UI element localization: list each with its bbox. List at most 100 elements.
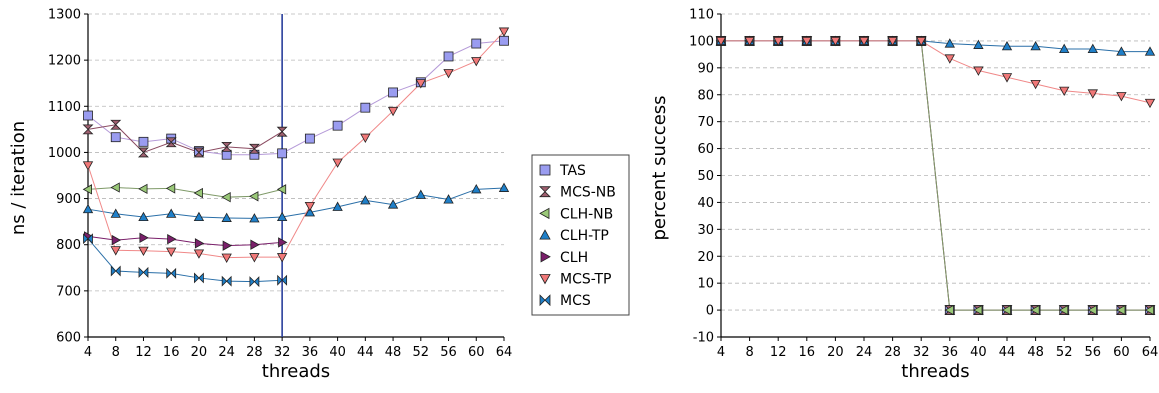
point-mcs: [167, 269, 176, 278]
legend-label-mcs-nb: MCS-NB: [560, 185, 616, 201]
point-clh-nb: [167, 184, 175, 193]
x-tick-label: 40: [329, 345, 346, 360]
y-tick-label: 1000: [48, 146, 81, 161]
point-clh-nb: [139, 184, 147, 193]
x-tick-label: 48: [1027, 345, 1044, 360]
point-tas: [278, 149, 287, 158]
x-tick-label: 36: [942, 345, 959, 360]
y-tick-label: 600: [56, 331, 81, 346]
point-clh: [251, 240, 259, 249]
point-mcs-nb: [84, 125, 93, 134]
x-tick-label: 12: [770, 345, 787, 360]
point-mcs-tp: [472, 57, 481, 65]
point-clh-nb: [222, 193, 230, 202]
legend-label-clh-nb: CLH-NB: [560, 206, 613, 222]
y-tick-label: 30: [697, 223, 714, 238]
y-tick-label: 100: [689, 34, 714, 49]
x-axis-label: threads: [262, 361, 330, 382]
point-mcs-tp: [333, 159, 342, 167]
y-tick-label: 1300: [48, 8, 81, 23]
point-tas: [333, 121, 342, 130]
point-tas: [361, 103, 370, 112]
y-tick-label: 110: [689, 8, 714, 23]
chart-success: -1001020304050607080901001104 8 12 16 20 24 28…: [649, 8, 1158, 383]
point-clh: [140, 233, 148, 242]
x-tick-label: 44: [357, 345, 374, 360]
point-mcs-tp: [945, 55, 954, 63]
point-clh-tp: [84, 205, 93, 213]
legend-marker-tas: [540, 165, 550, 175]
x-tick-label: 36: [302, 345, 319, 360]
legend-label-mcs: MCS: [560, 293, 591, 309]
y-tick-label: 900: [56, 192, 81, 207]
y-tick-label: 40: [697, 196, 714, 211]
legend: TAS MCS-NB CLH-NB CLH-TP CLH MCS-TP MCS: [532, 155, 629, 315]
point-mcs: [139, 268, 148, 277]
point-clh-tp: [167, 209, 176, 217]
point-tas: [111, 133, 120, 142]
point-tas: [500, 36, 509, 45]
y-axis-label: ns / iteration: [8, 121, 29, 235]
y-tick-label: 20: [697, 250, 714, 265]
point-tas: [305, 134, 314, 143]
series-line-clh-tp: [88, 188, 504, 218]
y-tick-label: 90: [697, 61, 714, 76]
x-tick-label: 40: [970, 345, 987, 360]
point-clh-nb: [111, 183, 119, 192]
point-mcs: [194, 273, 203, 282]
x-tick-label: 24: [856, 345, 873, 360]
point-mcs-tp: [222, 254, 231, 262]
point-mcs-nb: [111, 120, 120, 129]
x-tick-label: 16: [799, 345, 816, 360]
point-clh-nb: [250, 192, 258, 201]
point-tas: [389, 88, 398, 97]
y-tick-label: 1200: [48, 54, 81, 69]
point-tas: [139, 137, 148, 146]
x-tick-label: 60: [1113, 345, 1130, 360]
x-tick-label: 4: [84, 345, 92, 360]
point-mcs-tp: [84, 162, 93, 170]
legend-label-tas: TAS: [559, 163, 586, 179]
legend-label-clh-tp: CLH-TP: [560, 228, 609, 244]
x-tick-label: 64: [1142, 345, 1159, 360]
x-tick-label: 60: [468, 345, 485, 360]
series-line-mcs-tp: [721, 41, 1150, 103]
point-tas: [84, 111, 93, 120]
legend-label-mcs-tp: MCS-TP: [560, 272, 612, 288]
x-tick-label: 48: [385, 345, 402, 360]
x-tick-label: 52: [1056, 345, 1073, 360]
point-clh: [112, 236, 120, 245]
point-tas: [472, 39, 481, 48]
x-tick-label: 12: [135, 345, 152, 360]
x-tick-label: 8: [112, 345, 120, 360]
series-line-mcs-tp: [88, 32, 504, 258]
x-tick-label: 4: [717, 345, 725, 360]
point-mcs-nb: [278, 127, 287, 136]
point-mcs-tp: [1146, 99, 1155, 107]
x-axis-label: threads: [901, 361, 969, 382]
point-clh-tp: [361, 196, 370, 204]
point-mcs: [222, 277, 231, 286]
point-mcs: [111, 267, 120, 276]
series-line-tas: [88, 41, 504, 155]
x-tick-label: 28: [884, 345, 901, 360]
legend-label-clh: CLH: [560, 250, 588, 266]
y-tick-label: 80: [697, 88, 714, 103]
x-tick-label: 56: [1085, 345, 1102, 360]
point-clh-tp: [500, 183, 509, 191]
point-clh-nb: [194, 189, 202, 198]
y-tick-label: 60: [697, 142, 714, 157]
x-tick-label: 16: [163, 345, 180, 360]
x-tick-label: 20: [827, 345, 844, 360]
point-mcs-tp: [305, 202, 314, 210]
y-tick-label: 700: [56, 284, 81, 299]
y-tick-label: 0: [706, 304, 714, 319]
x-tick-label: 8: [745, 345, 753, 360]
point-clh-tp: [416, 190, 425, 198]
point-clh: [195, 239, 203, 248]
x-tick-label: 64: [496, 345, 513, 360]
point-clh: [223, 241, 231, 250]
point-mcs: [250, 277, 259, 286]
